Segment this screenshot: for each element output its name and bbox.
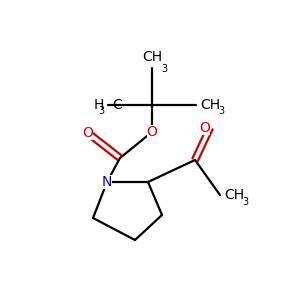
Text: CH: CH bbox=[224, 188, 244, 202]
Text: O: O bbox=[147, 125, 158, 139]
Text: CH: CH bbox=[142, 50, 162, 64]
Text: 3: 3 bbox=[161, 64, 167, 74]
Text: O: O bbox=[82, 126, 93, 140]
Text: H: H bbox=[94, 98, 104, 112]
Text: 3: 3 bbox=[98, 106, 104, 116]
Text: CH: CH bbox=[200, 98, 220, 112]
Text: 3: 3 bbox=[218, 106, 224, 116]
Text: O: O bbox=[200, 121, 210, 135]
Text: 3: 3 bbox=[242, 197, 248, 207]
Text: C: C bbox=[112, 98, 122, 112]
Text: N: N bbox=[102, 175, 112, 189]
